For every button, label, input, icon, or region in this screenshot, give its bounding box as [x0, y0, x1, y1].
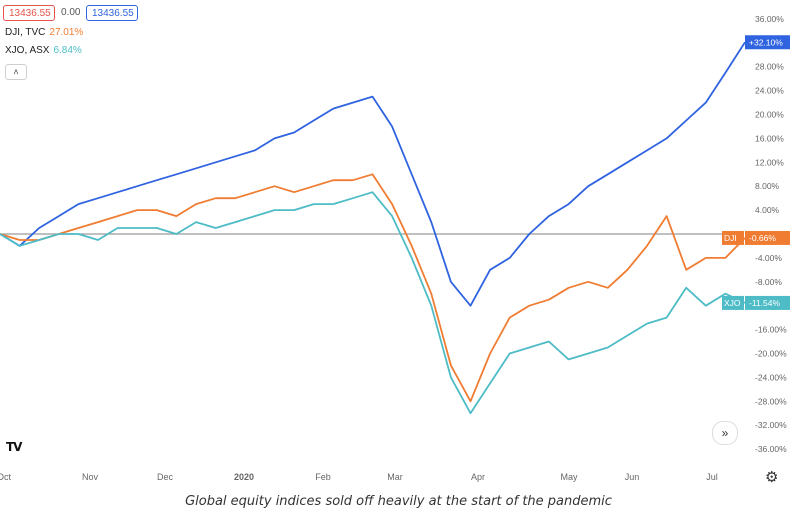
collapse-legend-button[interactable]: ˄ — [5, 64, 27, 80]
series-line-xjo — [0, 191, 746, 415]
x-tick-label: 2020 — [234, 472, 254, 482]
tradingview-logo: TV — [6, 440, 23, 454]
y-tick-label: 36.00% — [755, 14, 784, 24]
series-value-label: +32.10% — [749, 37, 783, 47]
x-tick-label: Dec — [157, 472, 174, 482]
chevron-up-icon: ˄ — [13, 67, 19, 77]
last-value-box[interactable]: 13436.55 — [3, 5, 55, 21]
x-tick-label: May — [560, 472, 578, 482]
y-tick-label: -24.00% — [755, 372, 787, 382]
series-value-label: -11.54% — [749, 298, 780, 308]
series-value-label: -0.66% — [749, 233, 776, 243]
legend-item-dji[interactable]: DJI, TVC 27.01% — [5, 26, 83, 40]
y-tick-label: -8.00% — [755, 277, 782, 287]
y-tick-label: -32.00% — [755, 420, 787, 430]
y-tick-label: -28.00% — [755, 396, 787, 406]
x-tick-label: Mar — [387, 472, 403, 482]
y-tick-label: 4.00% — [755, 205, 780, 215]
gear-icon[interactable]: ⚙ — [765, 469, 779, 486]
x-tick-label: Jul — [706, 472, 718, 482]
series-symbol-tag — [722, 295, 744, 310]
figure-caption: Global equity indices sold off heavily a… — [185, 494, 612, 509]
series-value-tag — [745, 230, 790, 245]
x-tick-label: Jun — [625, 472, 640, 482]
legend-item-xjo[interactable]: XJO, ASX 6.84% — [5, 44, 82, 58]
y-tick-label: -4.00% — [755, 253, 782, 263]
legend-symbol: DJI, TVC — [5, 27, 46, 38]
y-tick-label: 24.00% — [755, 86, 784, 96]
legend-symbol: XJO, ASX — [5, 45, 50, 56]
series-value-tag — [745, 35, 790, 50]
series-value-tag — [745, 295, 790, 310]
x-tick-label: Oct — [0, 472, 11, 482]
x-tick-label: Apr — [471, 472, 485, 482]
y-tick-label: 8.00% — [755, 181, 780, 191]
y-tick-label: -36.00% — [755, 444, 787, 454]
close-value-box[interactable]: 13436.55 — [86, 5, 138, 21]
series-symbol-text: DJI — [724, 233, 737, 243]
x-tick-label: Feb — [315, 472, 331, 482]
x-tick-label: Nov — [82, 472, 99, 482]
y-tick-label: 28.00% — [755, 62, 784, 72]
legend-change: 6.84% — [53, 45, 82, 56]
y-tick-label: -20.00% — [755, 348, 787, 358]
series-line-13436-55 — [0, 41, 746, 307]
y-tick-label: 12.00% — [755, 157, 784, 167]
series-symbol-tag — [722, 230, 744, 245]
scroll-to-realtime-button[interactable]: » — [712, 421, 738, 445]
series-line-dji — [0, 173, 746, 403]
legend-change: 27.01% — [49, 27, 84, 38]
double-chevron-right-icon: » — [721, 426, 729, 440]
series-symbol-text: XJO — [724, 298, 741, 308]
y-tick-label: 20.00% — [755, 110, 784, 120]
y-tick-label: -16.00% — [755, 325, 787, 335]
y-tick-label: 16.00% — [755, 133, 784, 143]
change-value: 0.00 — [61, 7, 81, 18]
